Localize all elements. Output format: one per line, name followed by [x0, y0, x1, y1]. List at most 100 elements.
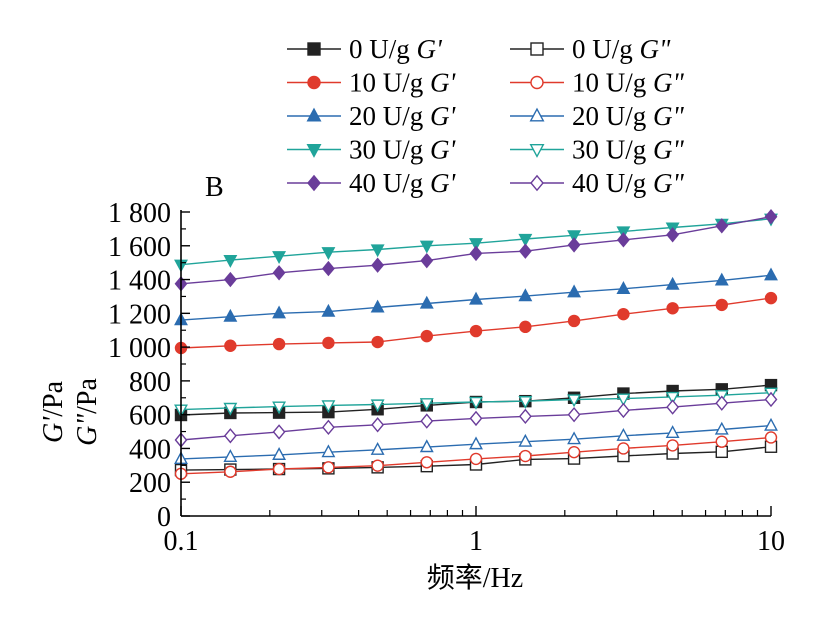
- data-point: [519, 320, 532, 334]
- y-axis-title-symbol: G": [72, 414, 103, 446]
- data-point: [223, 402, 238, 416]
- legend-label-text: 0 U/g: [572, 34, 640, 64]
- data-point: [371, 459, 384, 472]
- legend-label-text: 20 U/g: [349, 101, 430, 131]
- y-axis-title-unit: /Pa: [38, 380, 69, 416]
- series: [174, 431, 778, 480]
- legend-marker: [530, 174, 544, 192]
- series: [174, 391, 778, 448]
- data-point: [419, 439, 434, 453]
- data-point: [223, 255, 238, 268]
- data-point: [370, 244, 385, 258]
- y-tick-label: 800: [129, 367, 171, 398]
- legend-item: 20 U/g G": [510, 101, 684, 131]
- data-point: [665, 391, 680, 405]
- data-point: [419, 295, 434, 309]
- data-point: [714, 272, 729, 286]
- legend-label: 30 U/g G": [572, 135, 684, 165]
- series: [174, 267, 778, 326]
- data-point: [518, 396, 533, 409]
- data-point: [715, 435, 728, 448]
- data-point: [764, 417, 778, 431]
- legend-label-symbol: G': [430, 168, 456, 198]
- legend-label: 40 U/g G': [349, 168, 456, 198]
- legend-item: 40 U/g G': [287, 168, 456, 198]
- legend-label-symbol: G": [653, 135, 684, 165]
- y-tick-label: 1 200: [108, 299, 171, 330]
- data-point: [272, 305, 287, 319]
- legend-marker: [530, 75, 544, 90]
- data-point: [715, 218, 729, 234]
- data-point: [370, 441, 385, 455]
- data-point: [715, 395, 729, 411]
- data-point: [224, 339, 237, 352]
- data-point: [518, 433, 533, 447]
- data-point: [419, 398, 434, 411]
- data-point: [272, 265, 286, 281]
- data-point: [321, 444, 336, 458]
- y-tick-label: 1 000: [108, 333, 171, 364]
- legend-label-symbol: G': [430, 135, 456, 165]
- series: [174, 209, 778, 292]
- series-line: [180, 297, 772, 349]
- data-point: [469, 452, 483, 466]
- legend-label-symbol: G': [430, 68, 456, 98]
- legend-label: 10 U/g G": [572, 68, 684, 98]
- legend-label-text: 30 U/g: [572, 135, 653, 165]
- legend-item: 0 U/g G': [287, 34, 443, 64]
- data-point: [469, 238, 483, 252]
- data-point: [567, 237, 581, 253]
- data-point: [666, 302, 679, 315]
- legend-label-text: 40 U/g: [349, 168, 430, 198]
- data-point: [272, 401, 287, 415]
- data-point: [469, 396, 483, 410]
- data-point: [715, 445, 728, 459]
- y-tick-label: 1 600: [108, 232, 171, 263]
- legend-marker: [306, 143, 322, 158]
- data-point: [518, 408, 532, 425]
- data-point: [666, 227, 680, 243]
- data-point: [665, 425, 680, 439]
- legend-label-symbol: G": [653, 168, 684, 198]
- data-point: [419, 240, 434, 254]
- legend-label: 20 U/g G': [349, 101, 456, 131]
- data-point: [321, 260, 335, 277]
- legend-item: 0 U/g G": [510, 34, 671, 64]
- data-point: [567, 431, 582, 445]
- data-point: [420, 252, 434, 269]
- legend-label-symbol: G': [430, 101, 456, 131]
- data-point: [617, 442, 630, 455]
- data-point: [567, 314, 581, 328]
- data-point: [469, 410, 483, 427]
- legend-label: 0 U/g G': [349, 34, 443, 64]
- data-point: [223, 271, 237, 288]
- data-point: [469, 245, 483, 262]
- data-point: [616, 232, 630, 248]
- data-point: [715, 298, 728, 312]
- data-point: [616, 393, 631, 407]
- data-point: [272, 447, 287, 460]
- data-point: [567, 394, 582, 408]
- data-point: [519, 449, 532, 463]
- data-point: [764, 291, 778, 305]
- legend-marker: [530, 42, 544, 56]
- data-point: [223, 308, 238, 322]
- data-point: [764, 431, 778, 444]
- y-axis-title-unit: /Pa: [72, 378, 103, 414]
- legend-label: 10 U/g G': [349, 68, 456, 98]
- legend-marker: [307, 174, 321, 192]
- data-point: [223, 449, 238, 462]
- x-tick-label: 10: [757, 526, 785, 557]
- series: [174, 291, 778, 355]
- x-tick-label: 0.1: [164, 526, 199, 557]
- data-point: [518, 288, 533, 302]
- plot-area: [174, 209, 778, 480]
- data-point: [666, 399, 680, 415]
- y-tick-label: 600: [129, 401, 171, 432]
- y-axis-title-symbol: G': [38, 416, 69, 443]
- legend-label: 20 U/g G": [572, 101, 684, 131]
- panel-label: B: [205, 172, 224, 203]
- legend-label-text: 10 U/g: [349, 68, 430, 98]
- legend-label: 0 U/g G": [572, 34, 671, 64]
- data-point: [616, 402, 630, 419]
